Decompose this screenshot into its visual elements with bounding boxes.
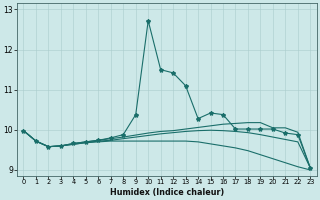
X-axis label: Humidex (Indice chaleur): Humidex (Indice chaleur) <box>110 188 224 197</box>
